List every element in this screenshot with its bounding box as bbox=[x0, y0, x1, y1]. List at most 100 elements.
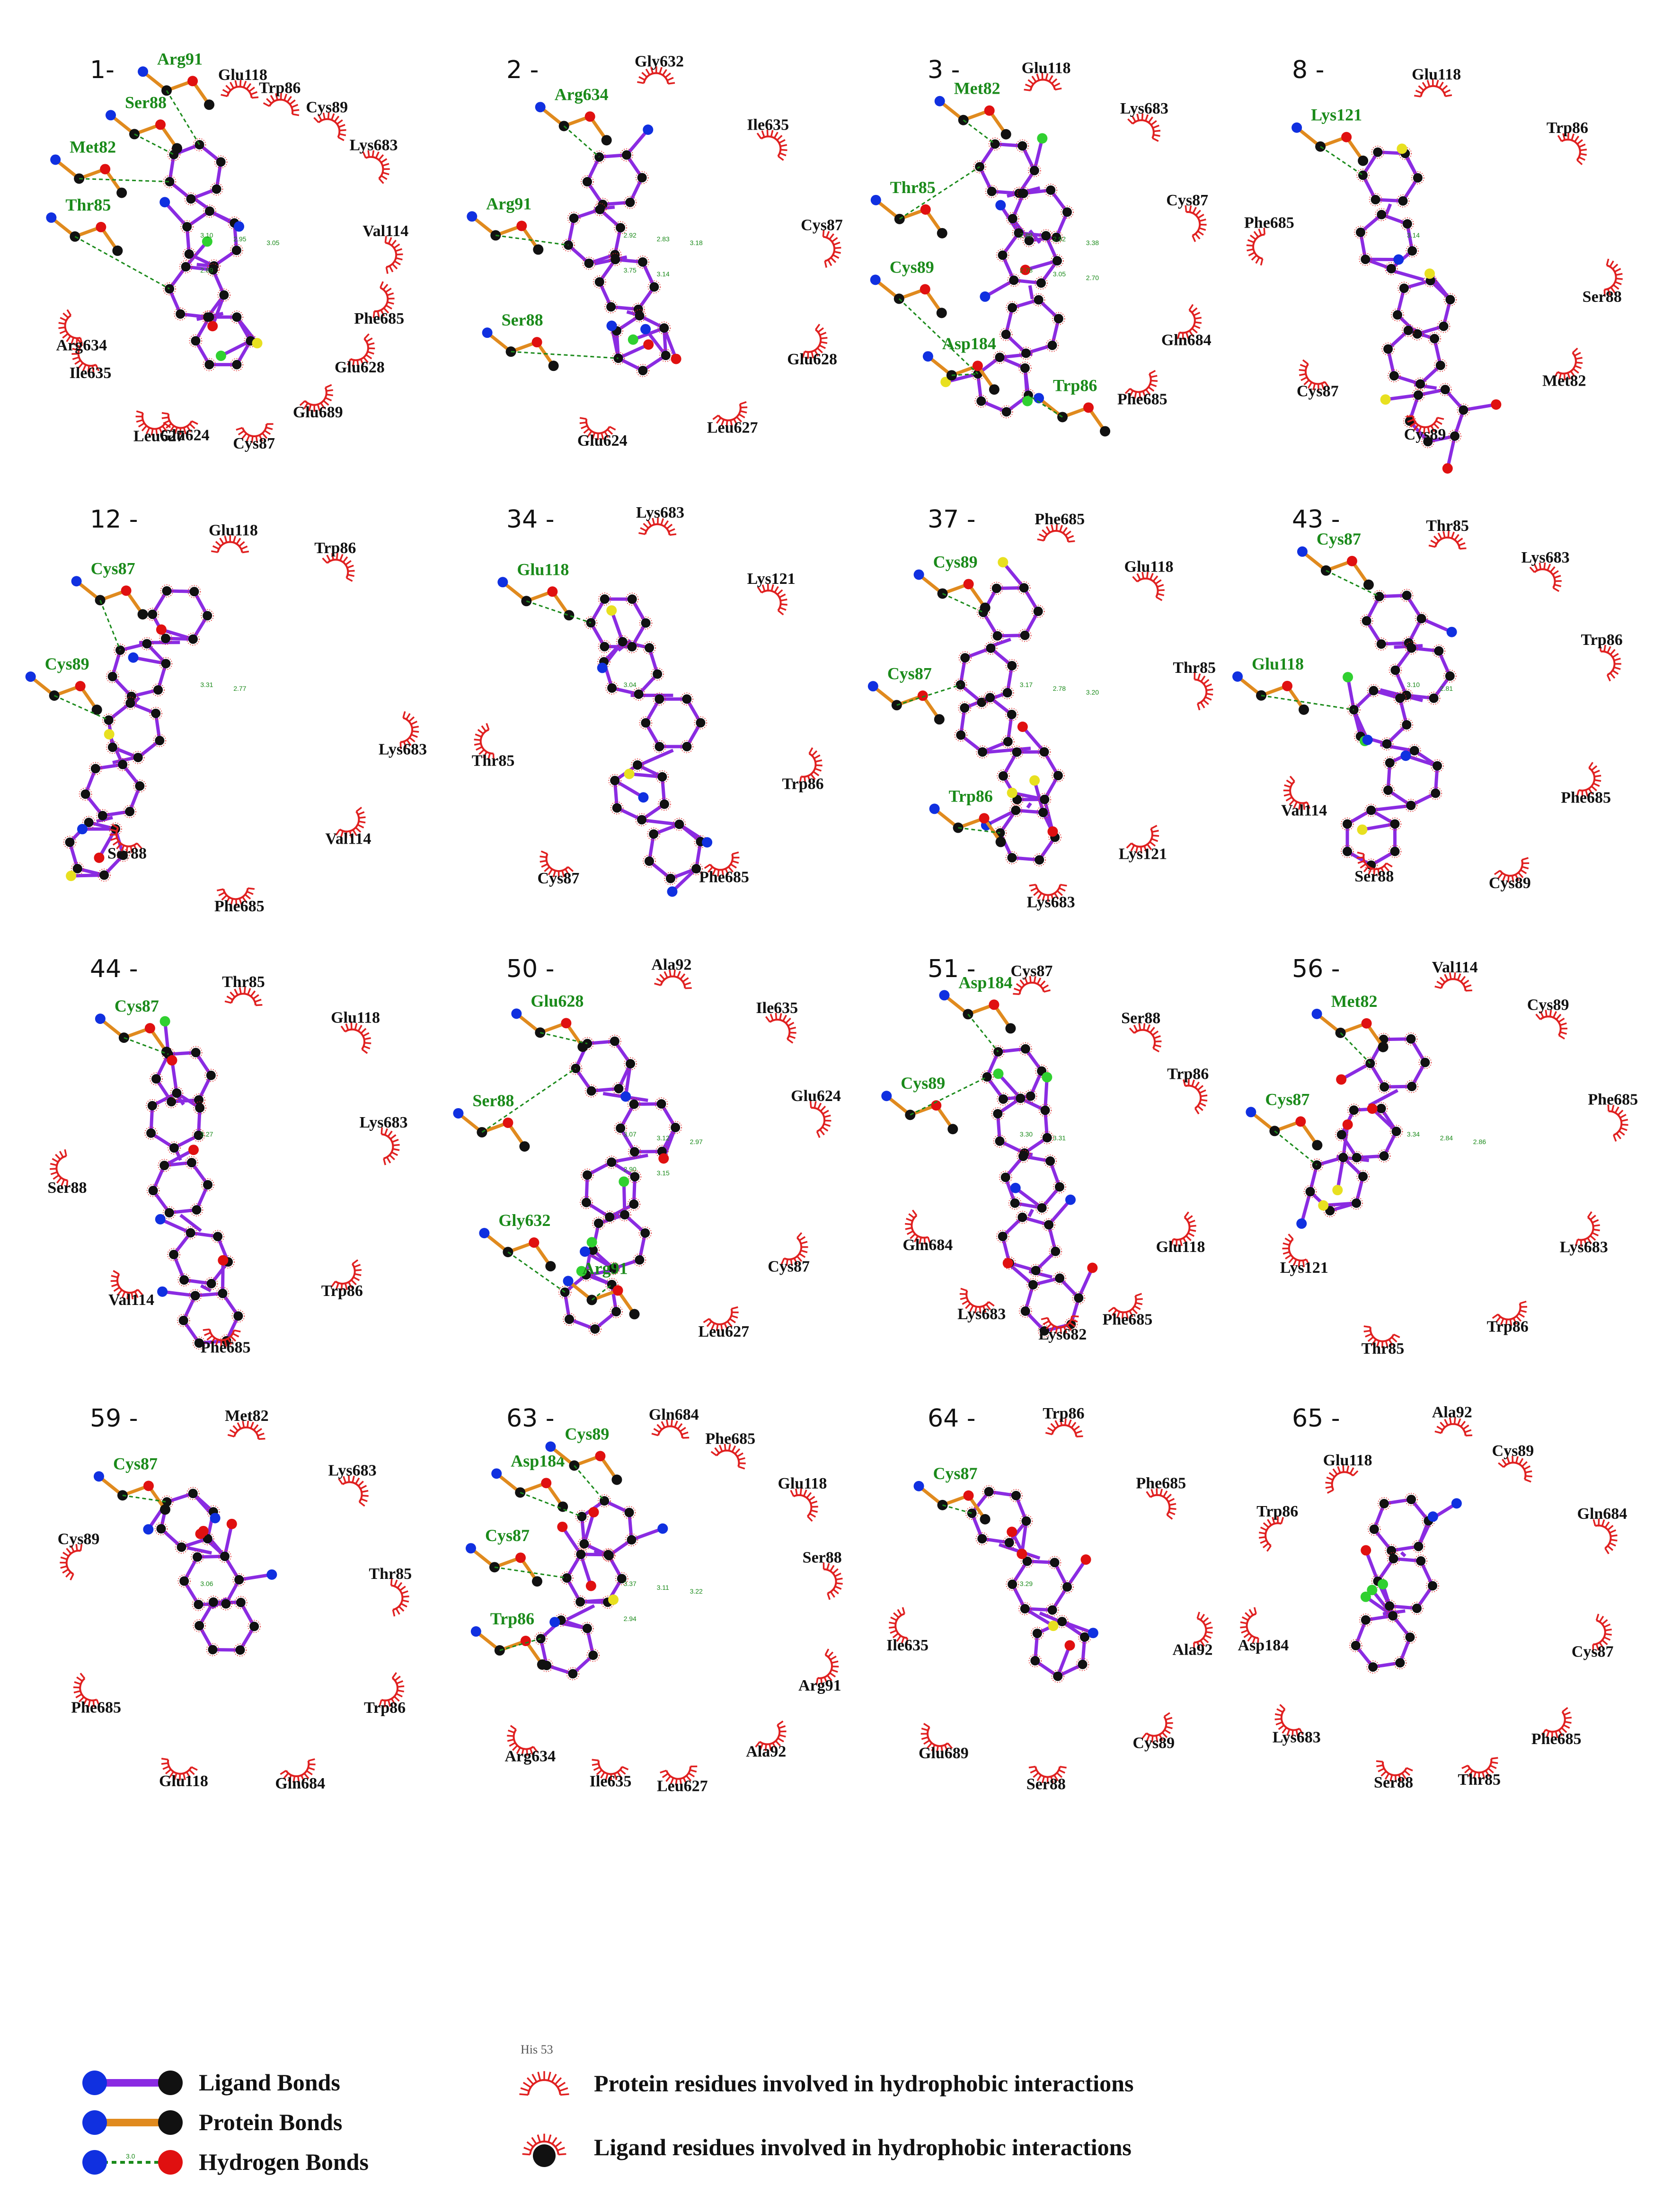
residue-label: Lys683 bbox=[379, 740, 427, 758]
residue-label: Phe685 bbox=[1136, 1475, 1186, 1492]
residue-gln684: Gln684 bbox=[649, 1406, 699, 1438]
residue-label: Cys89 bbox=[1404, 426, 1446, 443]
hbond-distance-label: 3.34 bbox=[1407, 1130, 1420, 1138]
residue-lys682: Lys682 bbox=[1038, 1316, 1087, 1343]
residue-val114: Val114 bbox=[1281, 776, 1327, 820]
hbond-residue-label: Cys89 bbox=[45, 654, 89, 673]
residue-glu118: Glu118 bbox=[1232, 654, 1354, 715]
residue-trp86: Trp86 bbox=[259, 79, 301, 115]
residue-ser88: Ser88 bbox=[1121, 1010, 1161, 1052]
residue-cys87: Cys87 bbox=[233, 424, 275, 452]
hydrophobic-arc-icon bbox=[823, 1562, 842, 1600]
hbond-residue-label: Arg91 bbox=[157, 49, 203, 68]
residue-label: Glu118 bbox=[1323, 1452, 1372, 1469]
residue-label: Ala92 bbox=[746, 1743, 786, 1760]
residue-ile635: Ile635 bbox=[886, 1607, 929, 1654]
hydrophobic-arc-icon bbox=[1130, 1023, 1161, 1052]
residue-label: Phe685 bbox=[201, 1339, 251, 1356]
legend-hbond-distance: 3.0 bbox=[126, 2152, 135, 2160]
residue-phe685: Phe685 bbox=[1244, 214, 1294, 265]
panel-2: 2 - Gly632Ile635Cys87Glu628Leu627Glu624Se… bbox=[467, 53, 843, 449]
residue-label: Phe685 bbox=[1035, 511, 1085, 528]
ligand-structure bbox=[955, 557, 1064, 866]
residue-cys87: Cys87 bbox=[801, 216, 843, 267]
hbond-distance-label: 3.12 bbox=[657, 1134, 670, 1142]
hbond-distance-label: 3.10 bbox=[200, 231, 213, 239]
hbond-distance-label: 2.89 bbox=[1020, 231, 1033, 239]
residue-label: Val114 bbox=[1281, 802, 1327, 819]
residue-label: Cys87 bbox=[538, 870, 580, 887]
hbond-distance-label: 3.27 bbox=[200, 1130, 213, 1138]
residue-val114: Val114 bbox=[363, 222, 408, 274]
residue-label: Trp86 bbox=[1581, 631, 1623, 649]
residue-cys87: Cys87 bbox=[466, 1526, 567, 1586]
residue-label: Cys89 bbox=[1492, 1442, 1534, 1460]
residue-glu118: Glu118 bbox=[497, 560, 591, 623]
hbond-residue-label: Met82 bbox=[954, 79, 1000, 98]
residue-asp184: Asp184 bbox=[1238, 1607, 1289, 1654]
residue-cys87: Cys87 bbox=[868, 664, 961, 724]
residue-label: Gln684 bbox=[1577, 1505, 1628, 1523]
hbond-residue-label: Cys89 bbox=[901, 1074, 945, 1093]
hbond-residue-label: Cys89 bbox=[565, 1424, 609, 1443]
hydrophobic-arc-icon bbox=[363, 150, 390, 184]
hbond-distance-label: 2.90 bbox=[624, 1165, 637, 1173]
hydrophobic-arc-icon bbox=[339, 1475, 369, 1506]
hydrophobic-arc-icon bbox=[1185, 205, 1206, 242]
hbond-residue-label: Thr85 bbox=[890, 178, 936, 197]
residue-label: Phe685 bbox=[1588, 1091, 1638, 1109]
hydrophobic-arc-icon bbox=[1194, 673, 1213, 710]
residue-phe685: Phe685 bbox=[1136, 1475, 1186, 1519]
hbond-distance-label: 3.15 bbox=[657, 1169, 670, 1177]
hbond-residue-label: Glu118 bbox=[1252, 654, 1304, 673]
residue-ser88: Ser88 bbox=[453, 1068, 575, 1152]
residue-trp86: Trp86 bbox=[471, 1609, 548, 1670]
legend-hydrophobic-ligand: Ligand residues involved in hydrophobic … bbox=[522, 2134, 1132, 2168]
residue-label: Lys683 bbox=[349, 137, 398, 154]
hbond-distance-label: 2.95 bbox=[233, 235, 246, 243]
residue-lys683: Lys683 bbox=[957, 1288, 1006, 1323]
residue-cys89: Cys89 bbox=[306, 99, 348, 141]
legend-hydrophobic-arc-icon bbox=[519, 2071, 569, 2095]
residue-lys683: Lys683 bbox=[1027, 885, 1075, 911]
hydrophobic-arc-icon bbox=[757, 130, 787, 160]
residue-label: Thr85 bbox=[1426, 517, 1469, 535]
residue-label: Lys121 bbox=[1280, 1259, 1328, 1277]
residue-met82: Met82 bbox=[1542, 348, 1586, 390]
panel-label: 44 - bbox=[90, 955, 138, 983]
panel-44: 44 - Thr85Glu118Lys683Trp86Phe685Val114Se… bbox=[47, 955, 407, 1356]
residue-thr85: Thr85 bbox=[1362, 1326, 1405, 1357]
hbond-residue-label: Thr85 bbox=[65, 195, 111, 214]
residue-arg91: Arg91 bbox=[563, 1259, 640, 1319]
residue-glu628: Glu628 bbox=[787, 324, 837, 368]
residue-trp86: Trp86 bbox=[1167, 1065, 1209, 1114]
hydrophobic-arc-icon bbox=[1133, 572, 1165, 600]
hbond-distance-label: 3.37 bbox=[624, 1580, 637, 1587]
residue-label: Phe685 bbox=[705, 1430, 755, 1448]
residue-glu689: Glu689 bbox=[293, 385, 343, 421]
residue-arg634: Arg634 bbox=[535, 85, 612, 157]
residue-ser88: Ser88 bbox=[1374, 1761, 1413, 1791]
residue-cys87: Cys87 bbox=[1011, 962, 1053, 995]
panel-label: 34 - bbox=[506, 505, 554, 534]
residue-label: Glu624 bbox=[577, 432, 628, 449]
hbond-residue-label: Cys89 bbox=[933, 552, 978, 571]
ligand-structure bbox=[535, 1495, 668, 1680]
panel-label: 8 - bbox=[1292, 56, 1324, 84]
residue-glu118: Glu118 bbox=[209, 521, 258, 552]
residue-cys87: Cys87 bbox=[95, 996, 172, 1057]
panel-43: 43 - Thr85 Lys683 Trp86 Phe685 Cys89 Ser88 Val1… bbox=[1232, 505, 1623, 892]
residue-label: Ser88 bbox=[1583, 288, 1622, 306]
residue-label: Gly632 bbox=[635, 53, 684, 70]
hbond-distance-label: 3.20 bbox=[1086, 688, 1099, 696]
hydrophobic-arc-icon bbox=[1325, 1465, 1358, 1493]
residue-lys683: Lys683 bbox=[636, 504, 684, 535]
residue-label: Phe685 bbox=[1561, 789, 1611, 807]
residue-label: Ala92 bbox=[1173, 1641, 1213, 1658]
residue-lys683: Lys683 bbox=[328, 1462, 377, 1506]
hbond-distance-label: 3.05 bbox=[266, 239, 279, 247]
residue-cys87: Cys87 bbox=[768, 1233, 810, 1275]
residue-label: Lys121 bbox=[1119, 845, 1167, 863]
residue-label: Cys87 bbox=[801, 216, 843, 234]
residue-thr85: Thr85 bbox=[222, 973, 265, 1005]
